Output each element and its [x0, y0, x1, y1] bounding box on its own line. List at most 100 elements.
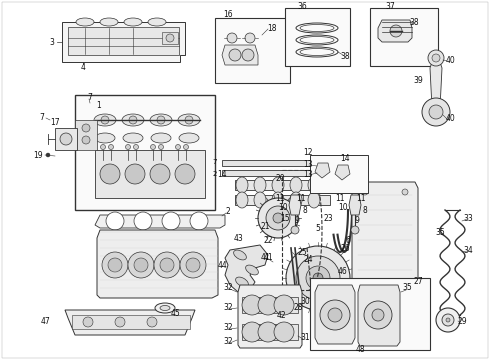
Bar: [215, 18, 290, 83]
Bar: [242, 324, 298, 340]
Text: 19: 19: [33, 150, 43, 159]
Ellipse shape: [150, 114, 172, 126]
Text: 23: 23: [323, 213, 333, 222]
Polygon shape: [335, 165, 350, 180]
Bar: [235, 180, 330, 190]
Polygon shape: [315, 285, 355, 344]
Text: 38: 38: [340, 51, 350, 60]
Ellipse shape: [100, 18, 118, 26]
Polygon shape: [238, 285, 302, 348]
Ellipse shape: [308, 177, 320, 193]
Text: 29: 29: [457, 318, 467, 327]
Text: 13: 13: [303, 170, 313, 179]
Ellipse shape: [245, 265, 258, 275]
Circle shape: [306, 266, 330, 290]
Text: 5: 5: [316, 224, 320, 233]
Text: 8: 8: [363, 206, 368, 215]
Circle shape: [175, 144, 180, 149]
Text: 42: 42: [276, 310, 286, 320]
Circle shape: [190, 212, 208, 230]
Circle shape: [185, 116, 193, 124]
Polygon shape: [62, 22, 185, 62]
Text: 43: 43: [233, 234, 243, 243]
Circle shape: [446, 318, 450, 322]
Text: 46: 46: [337, 267, 347, 276]
Text: 11: 11: [335, 194, 345, 202]
Circle shape: [372, 309, 384, 321]
Text: 14: 14: [217, 170, 227, 179]
Text: 24: 24: [303, 256, 313, 265]
Circle shape: [364, 301, 392, 329]
Text: 34: 34: [463, 246, 473, 255]
Text: 17: 17: [50, 117, 60, 126]
Text: 4: 4: [80, 63, 85, 72]
Ellipse shape: [272, 177, 284, 193]
Text: 7: 7: [88, 93, 93, 102]
Circle shape: [150, 144, 155, 149]
Circle shape: [108, 144, 114, 149]
Ellipse shape: [123, 133, 143, 143]
Bar: [162, 32, 178, 44]
Circle shape: [150, 164, 170, 184]
Ellipse shape: [76, 18, 94, 26]
Text: 11: 11: [275, 194, 285, 202]
Text: 44: 44: [217, 261, 227, 270]
Circle shape: [422, 98, 450, 126]
Circle shape: [286, 246, 350, 310]
Text: 13: 13: [303, 159, 313, 168]
Bar: [75, 95, 215, 210]
Ellipse shape: [236, 192, 248, 208]
Text: 32: 32: [223, 324, 233, 333]
Circle shape: [274, 322, 294, 342]
Text: 27: 27: [413, 278, 423, 287]
Text: 40: 40: [445, 113, 455, 122]
Circle shape: [102, 252, 128, 278]
Bar: [68, 27, 179, 55]
Text: 28: 28: [293, 303, 303, 312]
Circle shape: [402, 297, 408, 303]
Text: 7: 7: [40, 113, 45, 122]
Circle shape: [128, 252, 154, 278]
Text: 1: 1: [97, 100, 101, 109]
Circle shape: [108, 258, 122, 272]
Text: 12: 12: [303, 148, 313, 157]
Text: 30: 30: [300, 297, 310, 306]
Circle shape: [436, 308, 460, 332]
Circle shape: [291, 226, 299, 234]
Bar: [75, 120, 97, 150]
Text: 32: 32: [223, 284, 233, 292]
Circle shape: [158, 144, 164, 149]
Ellipse shape: [179, 133, 199, 143]
Circle shape: [273, 213, 283, 223]
Ellipse shape: [178, 114, 200, 126]
Text: 32: 32: [223, 338, 233, 346]
Circle shape: [133, 144, 139, 149]
Circle shape: [101, 116, 109, 124]
Circle shape: [106, 212, 124, 230]
Text: 36: 36: [297, 1, 307, 10]
Polygon shape: [430, 62, 442, 108]
Circle shape: [134, 258, 148, 272]
Ellipse shape: [254, 177, 266, 193]
Text: 3: 3: [49, 37, 54, 46]
Text: 9: 9: [294, 216, 299, 225]
Polygon shape: [65, 310, 195, 335]
Text: 11: 11: [356, 194, 366, 202]
Circle shape: [134, 212, 152, 230]
Circle shape: [46, 153, 50, 157]
Bar: [242, 297, 298, 313]
Circle shape: [82, 136, 90, 144]
Ellipse shape: [272, 192, 284, 208]
Ellipse shape: [148, 18, 166, 26]
Circle shape: [186, 258, 200, 272]
Bar: [310, 278, 430, 350]
Ellipse shape: [95, 133, 115, 143]
Text: 45: 45: [170, 310, 180, 319]
Circle shape: [402, 189, 408, 195]
Bar: [310, 155, 368, 193]
Circle shape: [296, 256, 340, 300]
Circle shape: [242, 322, 262, 342]
Text: 37: 37: [385, 1, 395, 10]
Text: 10: 10: [338, 202, 348, 212]
Text: 21: 21: [260, 221, 270, 230]
